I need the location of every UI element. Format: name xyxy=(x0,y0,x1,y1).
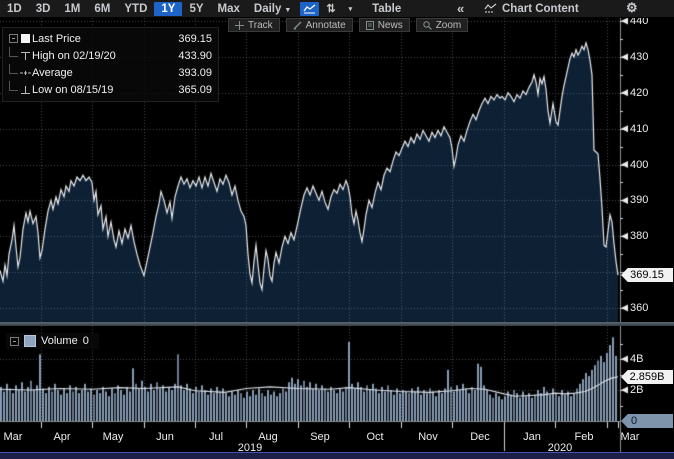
month-label: May xyxy=(102,431,124,443)
track-label: Track xyxy=(248,19,273,31)
month-label: Aug xyxy=(258,431,278,443)
range-button-ytd[interactable]: YTD xyxy=(124,2,148,15)
legend-row-3[interactable]: Low on 08/15/19 365.09 xyxy=(7,80,212,99)
compare-button[interactable]: ⇅ xyxy=(323,2,338,16)
legend-tree-line xyxy=(7,63,19,82)
range-button-1y[interactable]: 1Y xyxy=(154,1,183,16)
price-tick-label: 360 xyxy=(630,302,649,314)
line-chart-type-button[interactable] xyxy=(300,1,320,16)
track-crosshair-icon xyxy=(235,20,244,30)
legend-tree-line xyxy=(7,46,19,65)
range-button-1d[interactable]: 1D xyxy=(7,2,22,15)
legend-label: Low on 08/15/19 xyxy=(32,83,114,96)
month-label: Nov xyxy=(418,431,438,443)
price-tick-label: 440 xyxy=(630,15,649,27)
track-button[interactable]: Track xyxy=(228,18,280,32)
range-button-max[interactable]: Max xyxy=(217,2,240,15)
price-tick-label: 420 xyxy=(630,86,649,99)
legend-label: Last Price xyxy=(32,32,81,45)
month-label: Sep xyxy=(310,431,330,443)
chevron-down-icon: ▾ xyxy=(348,5,353,13)
line-chart-icon xyxy=(303,3,316,13)
chart-tools: Track Annotate News Zoom xyxy=(228,18,469,32)
chart-content-label: Chart Content xyxy=(502,2,579,15)
legend-row-1[interactable]: High on 02/19/20 433.90 xyxy=(7,46,212,65)
legend-tree-line xyxy=(7,80,19,99)
legend-value: 369.15 xyxy=(178,32,212,45)
range-button-3d[interactable]: 3D xyxy=(35,2,51,15)
zoom-label: Zoom xyxy=(435,19,462,31)
legend-value: 365.09 xyxy=(178,83,212,96)
avg-marker-icon xyxy=(19,68,32,78)
range-button-1m[interactable]: 1M xyxy=(64,2,81,15)
gear-icon[interactable]: ⚙ xyxy=(626,0,638,15)
legend-value: 433.90 xyxy=(178,49,212,62)
last-price-flag: 369.15 xyxy=(621,268,673,282)
range-buttons: 1D 3D 1M 6M YTD 1Y 5Y Max xyxy=(0,1,247,16)
legend-value: 393.09 xyxy=(178,66,212,79)
price-tick-label: 410 xyxy=(630,122,649,135)
chevron-down-icon: ▼ xyxy=(284,6,292,14)
square-marker-icon xyxy=(19,34,32,43)
frequency-dropdown[interactable]: Daily ▼ xyxy=(247,2,298,16)
range-button-5y[interactable]: 5Y xyxy=(189,2,204,15)
low-marker-icon xyxy=(19,85,32,95)
volume-value: 0 xyxy=(82,335,89,347)
volume-zero-flag: 0 xyxy=(621,414,673,428)
month-label: Jan xyxy=(523,431,541,443)
legend-label: Average xyxy=(32,66,73,79)
legend-expand-icon[interactable] xyxy=(7,34,19,43)
pencil-icon xyxy=(293,21,302,30)
horizontal-scrollbar[interactable] xyxy=(0,452,674,459)
volume-swatch xyxy=(24,335,36,347)
volume-tick-label: 2B xyxy=(630,384,644,396)
range-button-6m[interactable]: 6M xyxy=(94,2,111,15)
chart-content-button[interactable]: Chart Content xyxy=(484,3,579,15)
month-label: Mar xyxy=(620,431,640,443)
price-legend: Last Price 369.15 High on 02/19/20 433.90 Av… xyxy=(2,27,219,102)
more-chart-options-dropdown[interactable]: ▾ xyxy=(343,2,356,16)
price-tick-label: 430 xyxy=(630,50,649,63)
chart-content-icon xyxy=(484,3,497,13)
high-marker-icon xyxy=(19,51,32,61)
pane-divider-handle[interactable] xyxy=(0,322,674,326)
table-button[interactable]: Table xyxy=(372,2,402,15)
news-button[interactable]: News xyxy=(358,18,410,32)
month-label: Jul xyxy=(208,431,224,443)
compare-arrows-icon: ⇅ xyxy=(326,3,336,15)
year-label: 2019 xyxy=(237,442,263,454)
year-label: 2020 xyxy=(547,442,573,454)
volume-tick-label: 4B xyxy=(630,353,644,365)
annotate-button[interactable]: Annotate xyxy=(285,18,353,32)
annotate-label: Annotate xyxy=(305,19,346,31)
month-label: Mar xyxy=(3,431,23,443)
zoom-button[interactable]: Zoom xyxy=(415,18,469,32)
legend-label: High on 02/19/20 xyxy=(32,49,116,62)
month-label: Jun xyxy=(156,431,174,443)
volume-label: Volume xyxy=(41,335,78,347)
news-label: News xyxy=(377,19,403,31)
news-icon xyxy=(365,20,374,30)
price-tick-label: 380 xyxy=(630,230,649,243)
price-tick-label: 390 xyxy=(630,194,649,207)
legend-expand-icon[interactable] xyxy=(10,336,19,346)
price-tick-label: 400 xyxy=(630,158,649,171)
frequency-label: Daily xyxy=(253,2,282,15)
legend-row-0[interactable]: Last Price 369.15 xyxy=(7,30,212,47)
month-label: Apr xyxy=(53,431,71,443)
toolbar: 1D 3D 1M 6M YTD 1Y 5Y Max Daily ▼ ⇅ ▾ Table « Ch… xyxy=(0,0,674,18)
month-label: Oct xyxy=(366,431,384,443)
collapse-panel-button[interactable]: « xyxy=(457,1,465,16)
month-label: Dec xyxy=(470,431,490,443)
legend-row-2[interactable]: Average 393.09 xyxy=(7,63,212,82)
volume-current-flag: 2.859B xyxy=(621,370,673,384)
magnifier-icon xyxy=(423,20,432,30)
volume-legend[interactable]: Volume 0 xyxy=(6,333,99,349)
month-label: Feb xyxy=(574,431,594,443)
